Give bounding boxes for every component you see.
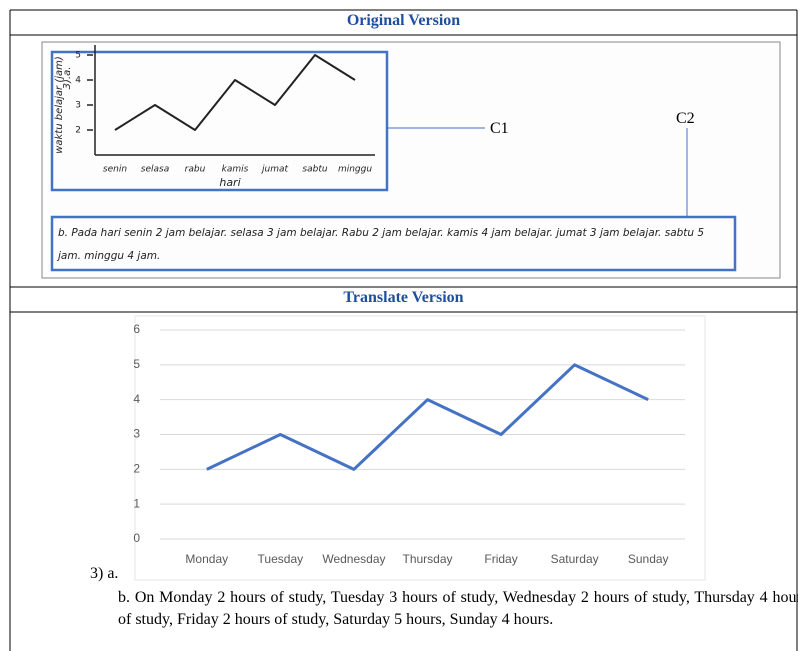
x-tick-label: kamis xyxy=(222,165,249,175)
x-tick-label: minggu xyxy=(338,165,372,175)
x-tick-label: Tuesday xyxy=(258,552,304,566)
x-tick-label: selasa xyxy=(141,165,169,175)
c1-label: C1 xyxy=(490,120,509,137)
handwritten-answer: b. Pada hari senin 2 jam belajar. selasa… xyxy=(58,222,723,268)
x-tick-label: sabtu xyxy=(302,165,327,175)
x-axis-label: hari xyxy=(219,176,240,189)
y-tick-label: 6 xyxy=(133,322,140,336)
chart-label: 3).a. xyxy=(62,67,73,90)
y-tick-label: 2 xyxy=(75,126,81,136)
y-tick-label: 0 xyxy=(133,531,140,545)
x-tick-label: Sunday xyxy=(628,552,669,566)
x-tick-label: Monday xyxy=(185,552,228,566)
y-tick-label: 4 xyxy=(75,76,81,86)
y-tick-label: 3 xyxy=(133,427,140,441)
x-tick-label: Thursday xyxy=(402,552,452,566)
y-tick-label: 4 xyxy=(133,392,140,406)
header: Translate Version xyxy=(10,289,797,307)
x-tick-label: Wednesday xyxy=(322,552,385,566)
page: C1 C2 2345waktu belajar (jam)3).a.harise… xyxy=(0,0,798,651)
x-tick-label: jumat xyxy=(260,165,288,175)
graphics: C1 C2 2345waktu belajar (jam)3).a.harise… xyxy=(0,0,798,651)
header: Original Version xyxy=(10,12,797,30)
y-tick-label: 1 xyxy=(133,496,140,510)
y-tick-label: 3 xyxy=(75,101,81,111)
x-tick-label: Friday xyxy=(484,552,517,566)
x-tick-label: Saturday xyxy=(551,552,599,566)
y-tick-label: 5 xyxy=(75,51,81,61)
x-tick-label: senin xyxy=(103,165,127,175)
translated-answer: b. On Monday 2 hours of study, Tuesday 3… xyxy=(118,587,798,631)
y-tick-label: 2 xyxy=(133,462,140,476)
item-label: 3) a. xyxy=(90,565,118,583)
c2-label: C2 xyxy=(676,110,695,127)
y-tick-label: 5 xyxy=(133,357,140,371)
chart-area xyxy=(135,316,705,580)
x-tick-label: rabu xyxy=(185,165,206,175)
